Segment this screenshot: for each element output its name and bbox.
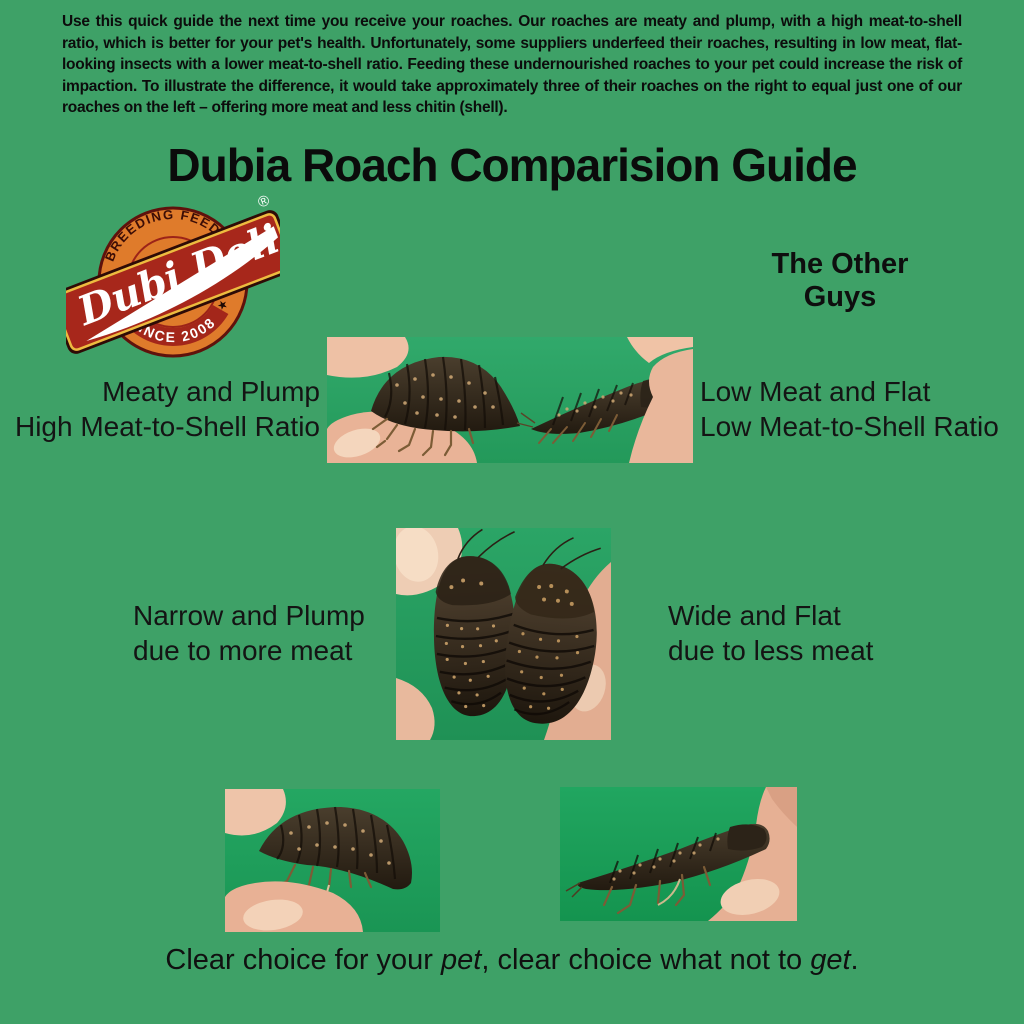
other-guys-heading: The Other Guys — [730, 248, 950, 314]
other-guys-line2: Guys — [803, 281, 877, 313]
photo-top-view-comparison — [396, 528, 611, 740]
roach-plump-side — [259, 806, 412, 908]
roach-plump-side — [371, 356, 520, 457]
photo-our-roach-side — [225, 789, 440, 932]
logo-badge-icon: BREEDING FEEDERS SINCE 2008 ★ ★ Dubi Del… — [49, 192, 297, 358]
footer-tagline: Clear choice for your pet, clear choice … — [0, 944, 1024, 977]
caption-line: Low Meat-to-Shell Ratio — [700, 411, 999, 442]
photo-their-roach-side — [560, 787, 797, 921]
footer-italic-pet: pet — [441, 944, 482, 976]
caption-line: High Meat-to-Shell Ratio — [14, 411, 320, 442]
finger-top-left — [225, 789, 286, 836]
dubi-deli-logo: BREEDING FEEDERS SINCE 2008 ★ ★ Dubi Del… — [49, 192, 297, 362]
caption-meaty-plump: Meaty and Plump High Meat-to-Shell Ratio — [0, 374, 320, 444]
caption-line: due to less meat — [668, 635, 874, 666]
caption-line: Low Meat and Flat — [700, 376, 931, 407]
caption-low-meat-flat: Low Meat and Flat Low Meat-to-Shell Rati… — [700, 374, 1022, 444]
footer-italic-get: get — [810, 944, 851, 976]
photo-side-view-comparison — [327, 337, 693, 463]
caption-line: Narrow and Plump — [133, 600, 365, 631]
caption-line: Wide and Flat — [668, 600, 841, 631]
finger-bottom-left — [396, 678, 435, 740]
finger-right — [627, 337, 693, 463]
caption-wide-flat: Wide and Flat due to less meat — [668, 598, 873, 668]
intro-paragraph: Use this quick guide the next time you r… — [62, 13, 962, 116]
caption-line: due to more meat — [133, 635, 353, 666]
caption-narrow-plump: Narrow and Plump due to more meat — [133, 598, 365, 668]
other-guys-line1: The Other — [771, 248, 909, 280]
footer-part1: Clear choice for your — [165, 944, 442, 976]
roach-wide-top — [505, 537, 601, 724]
finger-bottom-left — [225, 881, 363, 932]
caption-line: Meaty and Plump — [102, 376, 320, 407]
registered-mark: ® — [256, 194, 272, 212]
roach-flat-side — [565, 823, 770, 915]
page-title: Dubia Roach Comparision Guide — [167, 139, 857, 191]
footer-part3: . — [850, 944, 859, 976]
ribbon-swoosh-icon — [86, 226, 278, 341]
footer-part2: , clear choice what not to — [481, 944, 811, 976]
